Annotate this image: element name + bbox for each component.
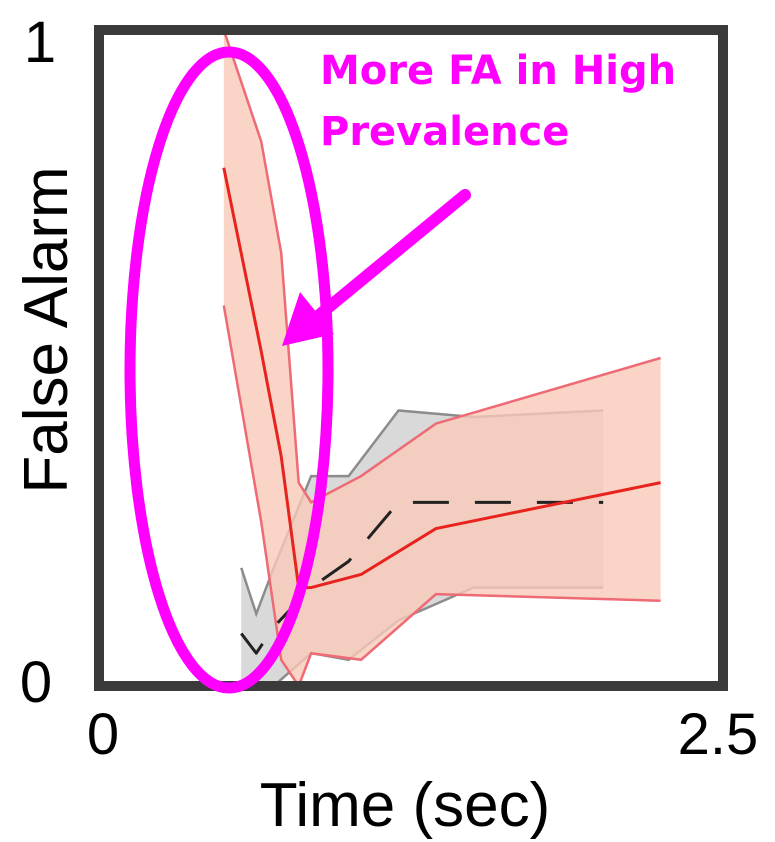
band-lower-edge-red [222, 305, 661, 689]
y-tick-min: 0 [20, 650, 52, 715]
x-axis-label: Time (sec) [260, 771, 550, 840]
highlight-ellipse [124, 46, 334, 694]
annotation-arrow-shaft [312, 189, 471, 322]
x-tick-max: 2.5 [678, 702, 759, 767]
annotation-arrow-head [282, 292, 334, 346]
confidence-bands [222, 29, 661, 689]
annotation-text-line-2: Prevalence [320, 109, 569, 155]
band-red [223, 30, 661, 686]
y-tick-max: 1 [24, 10, 56, 75]
y-axis-label: False Alarm [12, 166, 81, 493]
x-tick-min: 0 [87, 702, 119, 767]
annotation-text-line-1: More FA in High [320, 48, 676, 94]
series-line-gray [240, 500, 604, 655]
band-upper-edge-red [222, 29, 661, 504]
plot-frame [94, 25, 728, 691]
